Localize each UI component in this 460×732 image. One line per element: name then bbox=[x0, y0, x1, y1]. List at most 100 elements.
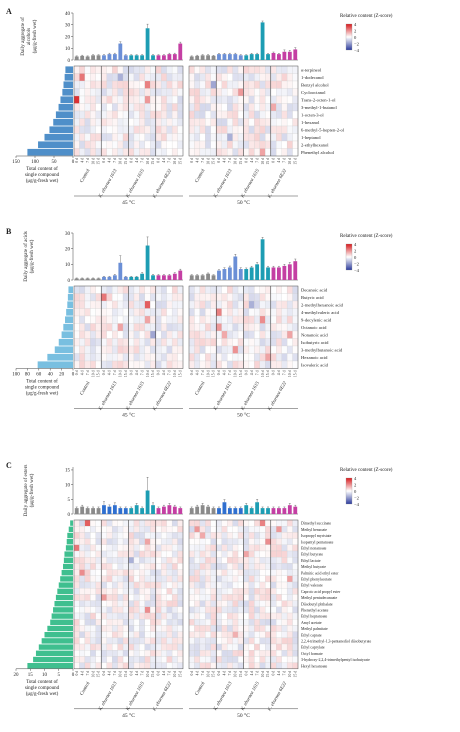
heatmap-cell bbox=[101, 345, 107, 354]
heatmap-cell bbox=[161, 581, 167, 589]
heatmap-cell bbox=[171, 650, 178, 657]
heatmap-cell bbox=[292, 519, 299, 527]
heatmap-cell bbox=[112, 140, 118, 149]
panel-label-A: A bbox=[6, 7, 12, 16]
bar bbox=[74, 56, 79, 60]
heatmap-cell bbox=[155, 526, 162, 533]
heatmap-cell bbox=[150, 581, 156, 589]
heatmap-cell bbox=[112, 588, 118, 595]
heatmap-cell bbox=[188, 637, 195, 645]
heatmap-cell bbox=[292, 557, 299, 564]
heatmap-cell bbox=[106, 300, 113, 309]
heatmap-cell bbox=[227, 575, 233, 583]
heatmap-cell bbox=[90, 563, 96, 570]
heatmap-cell bbox=[128, 125, 135, 134]
heatmap-cell bbox=[237, 619, 244, 626]
heatmap-cell bbox=[210, 619, 217, 626]
heatmap-cell bbox=[166, 532, 173, 539]
heatmap-cell bbox=[237, 519, 244, 527]
heatmap-cell bbox=[210, 345, 217, 354]
heatmap-cell bbox=[171, 323, 178, 332]
heatmap-cell bbox=[177, 330, 184, 339]
heatmap-cell bbox=[144, 140, 151, 149]
heatmap-cell bbox=[243, 581, 250, 589]
heatmap-cell bbox=[237, 140, 244, 149]
bar bbox=[189, 275, 194, 280]
heatmap-cell bbox=[276, 88, 282, 97]
heatmap-cell bbox=[254, 330, 260, 339]
heatmap-cell bbox=[112, 65, 118, 74]
heatmap-cell bbox=[227, 581, 233, 589]
heatmap-cell bbox=[216, 65, 222, 74]
group-label: K. eburnea 6E22 bbox=[152, 168, 173, 200]
heatmap-cell bbox=[112, 563, 118, 570]
heatmap-cell bbox=[73, 133, 80, 142]
day-label: 15 d bbox=[124, 370, 128, 377]
heatmap-cell bbox=[133, 65, 140, 74]
legend-tick-label: −4 bbox=[354, 268, 360, 273]
heatmap-cell bbox=[232, 338, 239, 347]
heatmap-cell bbox=[259, 345, 266, 354]
heatmap-cell bbox=[194, 293, 201, 302]
heatmap-cell bbox=[90, 569, 96, 576]
heatmap-cell bbox=[79, 600, 86, 607]
group-label: Control bbox=[195, 681, 207, 697]
heatmap-cell bbox=[133, 532, 140, 539]
heatmap-cell bbox=[90, 285, 96, 294]
heatmap-cell bbox=[122, 133, 129, 142]
heatmap-cell bbox=[166, 140, 173, 149]
heatmap-cell bbox=[221, 118, 228, 127]
heatmap-cell bbox=[79, 338, 86, 347]
heatmap-cell bbox=[210, 581, 217, 589]
heatmap-cell bbox=[155, 600, 162, 607]
group-label: K. eburnea 1615 bbox=[240, 380, 261, 412]
heatmap-cell bbox=[221, 293, 228, 302]
heatmap-cell bbox=[101, 519, 107, 527]
heatmap-cell bbox=[276, 563, 282, 570]
heatmap-cell bbox=[150, 103, 156, 112]
heatmap-cell bbox=[122, 538, 129, 545]
heatmap-cell bbox=[90, 606, 96, 614]
heatmap-cell bbox=[188, 519, 195, 527]
heatmap-cell bbox=[210, 600, 217, 607]
heatmap-cell bbox=[194, 148, 201, 157]
heatmap-cell bbox=[106, 65, 113, 74]
bar bbox=[85, 278, 90, 280]
heatmap-cell bbox=[90, 293, 96, 302]
heatmap-cell bbox=[73, 606, 80, 614]
heatmap-cell bbox=[210, 103, 217, 112]
day-label: 10 d bbox=[119, 370, 123, 377]
heatmap-cell bbox=[188, 557, 195, 564]
heatmap-cell bbox=[227, 73, 233, 82]
heatmap-cell bbox=[237, 103, 244, 112]
heatmap-cell bbox=[166, 662, 173, 669]
total-bar bbox=[63, 323, 73, 331]
heatmap-cell bbox=[144, 631, 151, 638]
bar bbox=[162, 506, 166, 514]
heatmap-cell bbox=[281, 581, 288, 589]
heatmap-cell bbox=[237, 631, 244, 638]
heatmap-cell bbox=[254, 133, 260, 142]
heatmap-cell bbox=[276, 330, 282, 339]
heatmap-cell bbox=[139, 588, 145, 595]
bar-ylabel: Daily aggregate of esters(μg/g-fresh wet… bbox=[22, 465, 35, 517]
group-label: K. eburnea 6E22 bbox=[152, 380, 173, 412]
heatmap-cell bbox=[144, 285, 151, 294]
heatmap-cell bbox=[276, 619, 282, 626]
heatmap-cell bbox=[243, 532, 250, 539]
heatmap-cell bbox=[254, 606, 260, 614]
day-label: 4 d bbox=[277, 671, 281, 676]
heatmap-cell bbox=[73, 594, 80, 601]
heatmap-cell bbox=[286, 65, 293, 74]
heatmap-cell bbox=[117, 581, 124, 589]
heatmap-cell bbox=[221, 88, 228, 97]
heatmap-cell bbox=[286, 606, 293, 614]
day-label: 4 d bbox=[108, 671, 112, 676]
heatmap-cell bbox=[248, 148, 255, 157]
day-label: 10 d bbox=[146, 370, 150, 377]
heatmap-cell bbox=[237, 643, 244, 651]
heatmap-cell bbox=[216, 526, 222, 533]
heatmap-cell bbox=[122, 662, 129, 669]
heatmap-cell bbox=[286, 95, 293, 104]
